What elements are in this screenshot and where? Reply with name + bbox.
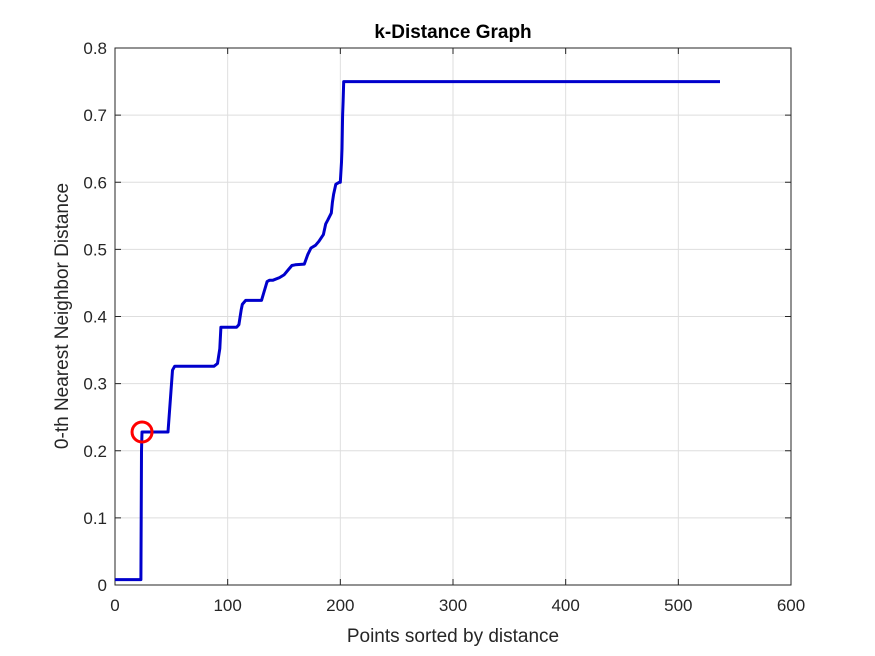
x-tick-label: 600 [777, 596, 805, 615]
y-tick-label: 0.4 [83, 308, 107, 327]
y-tick-label: 0.8 [83, 39, 107, 58]
k-distance-line [115, 80, 720, 582]
y-tick-label: 0.2 [83, 442, 107, 461]
series-layer [115, 80, 720, 582]
x-tick-label: 200 [326, 596, 354, 615]
x-axis-label: Points sorted by distance [347, 626, 559, 647]
y-tick-label: 0 [98, 576, 107, 595]
y-tick-label: 0.7 [83, 106, 107, 125]
x-tick-label: 300 [439, 596, 467, 615]
x-tick-label: 400 [551, 596, 579, 615]
y-tick-label: 0.3 [83, 375, 107, 394]
chart-title: k-Distance Graph [374, 22, 531, 43]
y-tick-label: 0.1 [83, 509, 107, 528]
y-tick-label: 0.5 [83, 240, 107, 259]
y-axis-label: 0-th Nearest Neighbor Distance [52, 183, 73, 449]
x-tick-label: 100 [213, 596, 241, 615]
elbow-marker [130, 420, 154, 444]
x-tick-label: 500 [664, 596, 692, 615]
tick-labels: 0 100 200 300 400 500 600 0 0.1 0.2 0.3 0.4 0.5 0.6 0.… [83, 39, 805, 615]
y-tick-label: 0.6 [83, 173, 107, 192]
plot-box [114, 47, 792, 586]
x-tick-label: 0 [110, 596, 119, 615]
grid [115, 48, 791, 585]
